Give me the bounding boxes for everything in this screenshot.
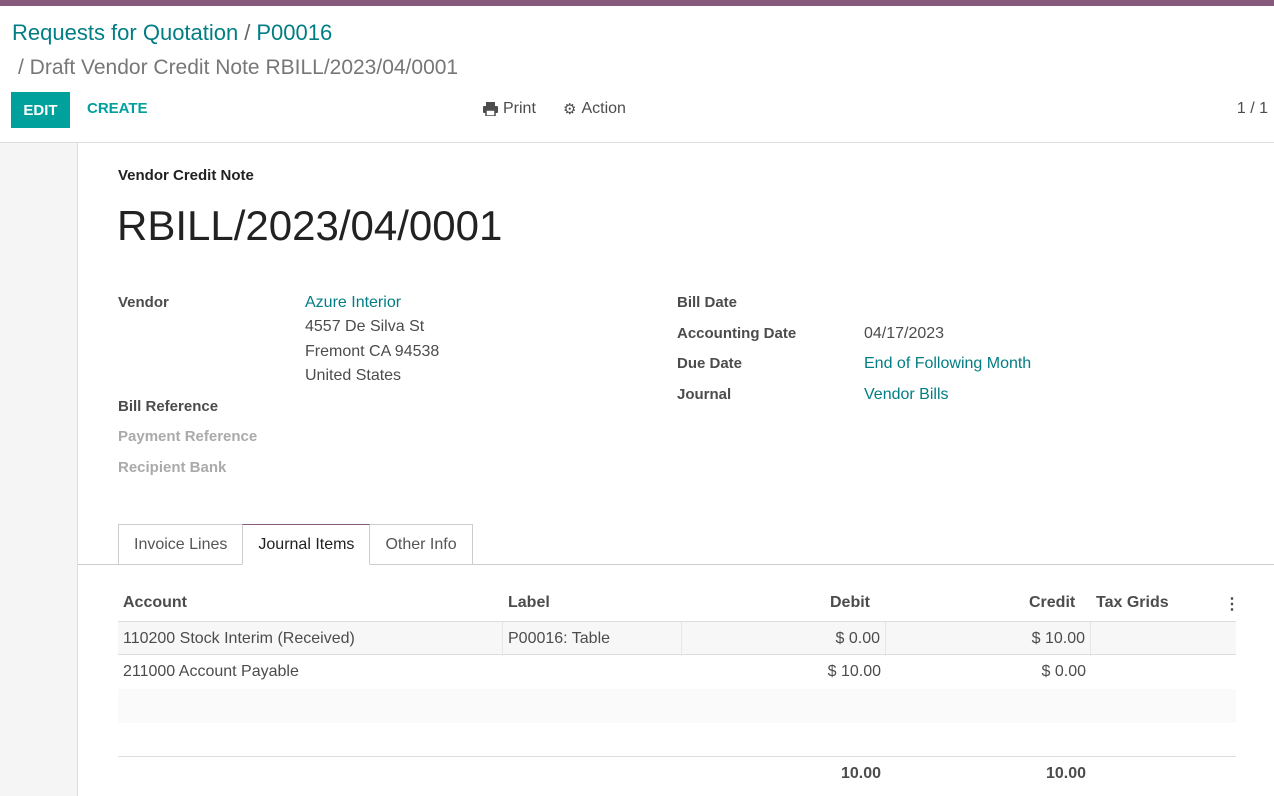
journal-link[interactable]: Vendor Bills [864,386,949,403]
tab-invoice-lines[interactable]: Invoice Lines [118,524,244,565]
optional-columns-icon[interactable]: ⋮ [1224,596,1240,613]
bill-date-label: Bill Date [677,294,738,311]
document-type: Vendor Credit Note [118,167,254,184]
left-background [0,143,78,796]
print-label: Print [503,100,536,117]
tab-journal-items[interactable]: Journal Items [242,524,371,565]
cell-tax-grids [1091,622,1236,656]
vendor-address-city: Fremont CA 94538 [305,343,440,360]
table-row[interactable]: 211000 Account Payable $ 10.00 $ 0.00 [118,655,1236,689]
totals-row: 10.00 10.00 [118,756,1236,796]
cell-debit: $ 0.00 [682,622,886,656]
pager[interactable]: 1 / 1 [1236,100,1268,117]
cell-debit: $ 10.00 [827,663,881,680]
breadcrumb-rfq[interactable]: Requests for Quotation [12,20,239,45]
header-credit[interactable]: Credit [1029,594,1076,611]
total-credit: 10.00 [1045,765,1086,782]
bill-reference-label: Bill Reference [118,398,219,415]
header-account[interactable]: Account [123,594,187,611]
vendor-address-street: 4557 De Silva St [305,318,425,335]
header-debit[interactable]: Debit [830,594,870,611]
edit-button[interactable]: EDIT [11,92,70,128]
vendor-address-country: United States [305,367,402,384]
payment-reference-label: Payment Reference [118,428,258,445]
tab-divider [78,564,1274,565]
recipient-bank-label: Recipient Bank [118,459,227,476]
vendor-label: Vendor [118,294,169,311]
cell-account: 211000 Account Payable [123,663,299,680]
accounting-date-value: 04/17/2023 [864,325,945,342]
cell-account: 110200 Stock Interim (Received) [118,622,503,656]
header-label[interactable]: Label [508,594,550,611]
empty-row [118,689,1236,723]
breadcrumb-po[interactable]: P00016 [256,20,333,45]
print-icon [483,102,498,116]
action-button[interactable]: ⚙ Action [563,100,626,118]
document-name: RBILL/2023/04/0001 [117,202,503,249]
vendor-link[interactable]: Azure Interior [305,294,402,311]
create-button[interactable]: CREATE [87,100,148,117]
due-date-link[interactable]: End of Following Month [864,355,1032,372]
total-debit: 10.00 [840,765,881,782]
cell-credit: $ 10.00 [886,622,1091,656]
cell-tax-grids [1091,655,1236,689]
due-date-label: Due Date [677,355,743,372]
action-label: Action [581,100,626,117]
cell-label: P00016: Table [503,622,682,656]
top-navbar [0,0,1274,6]
breadcrumb-current: / Draft Vendor Credit Note RBILL/2023/04… [18,56,459,79]
notebook-tabs: Invoice Lines Journal Items Other Info [118,524,473,565]
cell-credit: $ 0.00 [1041,663,1086,680]
tab-other-info[interactable]: Other Info [369,524,473,565]
journal-label: Journal [677,386,732,403]
accounting-date-label: Accounting Date [677,325,797,342]
gear-icon: ⚙ [563,101,577,118]
breadcrumb: Requests for Quotation / P00016 [12,20,333,45]
cell-label [503,655,682,689]
table-row[interactable]: 110200 Stock Interim (Received) P00016: … [118,621,1236,656]
print-button[interactable]: Print [483,100,536,118]
header-tax-grids[interactable]: Tax Grids [1096,594,1169,611]
control-panel-divider [0,142,1274,143]
